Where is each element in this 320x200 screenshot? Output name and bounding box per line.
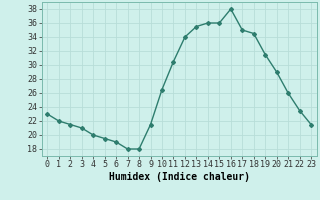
X-axis label: Humidex (Indice chaleur): Humidex (Indice chaleur) [109, 172, 250, 182]
